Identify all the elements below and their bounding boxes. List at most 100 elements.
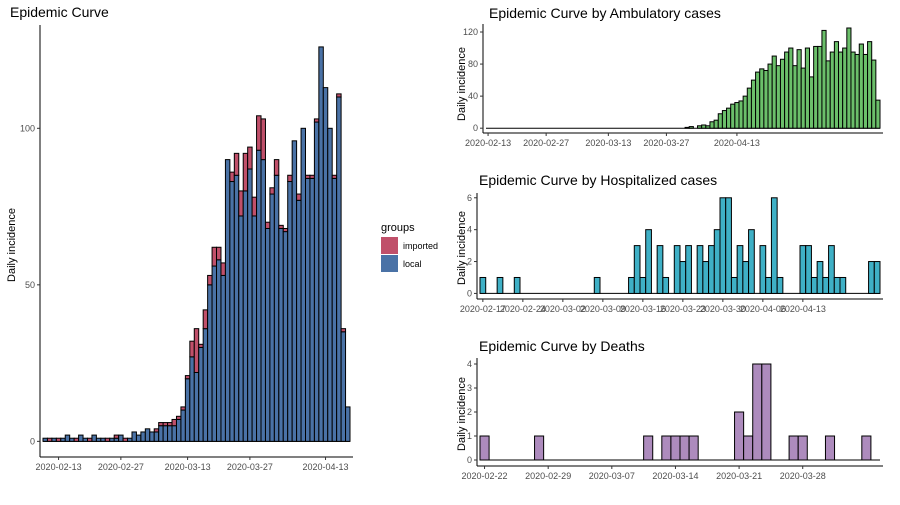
- bar-local: [340, 331, 347, 442]
- bar-local: [247, 168, 253, 442]
- bar: [759, 68, 765, 129]
- bar: [813, 45, 819, 129]
- y-tick-label: 0: [30, 436, 35, 446]
- bar: [662, 276, 670, 294]
- bar: [833, 41, 840, 129]
- bar-imported: [193, 328, 200, 373]
- bar-imported: [256, 115, 262, 151]
- bar: [685, 245, 692, 294]
- bar-local: [264, 227, 271, 442]
- bar: [761, 363, 772, 461]
- y-tick-label: 4: [467, 359, 472, 369]
- bar-imported: [122, 437, 129, 442]
- bar: [765, 276, 772, 294]
- bar: [748, 229, 755, 294]
- bar-local: [180, 409, 186, 442]
- bar-local: [175, 418, 182, 442]
- bar-local: [184, 378, 191, 442]
- x-tick-label: 2020-02-13: [465, 138, 511, 148]
- bar-local: [309, 177, 315, 442]
- bar-imported: [158, 422, 164, 427]
- bar: [702, 261, 710, 294]
- bar: [825, 60, 831, 129]
- bar-local: [198, 346, 204, 442]
- legend-title: groups: [381, 222, 415, 234]
- chart-title: Epidemic Curve by Deaths: [479, 338, 645, 354]
- bar: [721, 110, 728, 129]
- bar-local: [127, 437, 133, 442]
- bar-imported: [309, 174, 315, 179]
- bar-local: [233, 174, 240, 442]
- bar: [679, 261, 687, 294]
- bar: [770, 197, 778, 294]
- x-tick-label: 2020-02-17: [460, 304, 506, 314]
- bar-local: [118, 434, 124, 442]
- bar-local: [242, 190, 249, 442]
- bar: [656, 245, 664, 294]
- bar-local: [193, 371, 200, 442]
- bar-imported: [73, 437, 80, 442]
- chart-epidemic-curve: Epidemic Curve Daily incidence 0 50 100 202…: [6, 4, 353, 472]
- bar: [673, 245, 681, 294]
- bar: [842, 47, 848, 129]
- bar: [858, 43, 864, 129]
- bar-imported: [180, 406, 186, 411]
- bar-imported: [313, 118, 320, 123]
- y-tick-label: 2: [467, 257, 472, 267]
- x-tick-label: 2020-02-22: [462, 471, 508, 481]
- x-tick-label: 2020-03-27: [227, 462, 273, 472]
- y-axis-label: Daily incidence: [456, 377, 468, 451]
- bar: [709, 121, 715, 129]
- legend-label-local: local: [403, 259, 422, 269]
- bar: [779, 58, 786, 129]
- x-tick-label: 2020-03-13: [585, 138, 631, 148]
- bar: [838, 51, 844, 129]
- bar: [788, 47, 794, 129]
- y-tick-label: 120: [463, 27, 478, 37]
- bar: [763, 69, 769, 129]
- bar: [719, 197, 727, 294]
- bar: [854, 53, 860, 129]
- bar-local: [100, 437, 106, 442]
- bar: [792, 65, 798, 129]
- x-tick-label: 2020-03-28: [780, 471, 826, 481]
- bar-local: [220, 274, 226, 442]
- x-tick-label: 2020-03-23: [660, 304, 706, 314]
- bar: [833, 276, 841, 294]
- bar-imported: [340, 328, 347, 333]
- bar: [861, 435, 872, 461]
- bar-local: [327, 127, 333, 442]
- bar-imported: [264, 221, 271, 229]
- bar: [479, 276, 487, 294]
- bar: [797, 435, 808, 461]
- bar-local: [51, 437, 57, 442]
- bar: [824, 435, 836, 461]
- bar-imported: [296, 193, 302, 201]
- legend-label-imported: imported: [403, 241, 438, 251]
- bar-local: [95, 437, 102, 442]
- bar: [738, 100, 744, 129]
- bar: [822, 276, 830, 294]
- x-tick-label: 2020-02-27: [523, 138, 569, 148]
- bar: [679, 435, 690, 461]
- bar-local: [296, 199, 302, 442]
- bar-local: [60, 437, 66, 442]
- bar-local: [207, 284, 213, 442]
- bar-local: [153, 431, 160, 442]
- y-tick-label: 50: [25, 280, 35, 290]
- bar: [742, 261, 750, 294]
- x-tick-label: 2020-02-13: [36, 462, 82, 472]
- y-axis-label: Daily incidence: [456, 211, 468, 285]
- legend-swatch-imported: [381, 237, 398, 254]
- bar: [746, 87, 752, 129]
- bar-local: [291, 140, 298, 442]
- bar-imported: [189, 340, 195, 358]
- bar: [713, 119, 719, 129]
- chart-hospitalized: Epidemic Curve by Hospitalized cases Dai…: [456, 172, 883, 314]
- bar: [670, 435, 681, 461]
- bar: [743, 435, 754, 461]
- bar: [829, 51, 835, 129]
- bar: [734, 411, 745, 461]
